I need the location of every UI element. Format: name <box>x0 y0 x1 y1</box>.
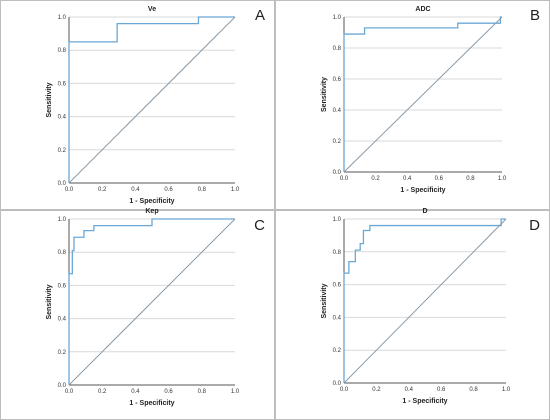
y-tick-label: 0.4 <box>333 315 342 321</box>
x-tick-label: 0.8 <box>466 176 475 182</box>
y-axis-title: Sensitivity <box>46 82 53 117</box>
x-tick-label: 1.0 <box>231 389 240 395</box>
y-tick-label: 0.8 <box>58 250 67 256</box>
y-axis-title: Sensitivity <box>46 284 53 319</box>
x-tick-label: 0.6 <box>437 387 446 393</box>
x-tick-label: 0.4 <box>405 387 414 393</box>
x-tick-label: 0.0 <box>65 187 74 193</box>
x-tick-label: 1.0 <box>498 176 507 182</box>
x-tick-label: 0.8 <box>469 387 478 393</box>
reference-diagonal-line <box>68 16 236 184</box>
chart-title: ADC <box>415 6 430 13</box>
y-tick-label: 0.2 <box>58 350 67 356</box>
x-tick-label: 1.0 <box>502 387 511 393</box>
reference-diagonal-line <box>343 218 507 384</box>
y-tick-label: 0.6 <box>58 81 67 87</box>
y-tick-label: 0.4 <box>333 108 342 114</box>
x-axis-title: 1 - Specificity <box>129 400 174 407</box>
y-tick-label: 0.0 <box>58 181 67 187</box>
y-tick-label: 1.0 <box>58 217 67 223</box>
x-tick-label: 0.0 <box>340 176 349 182</box>
y-tick-label: 1.0 <box>333 217 342 223</box>
y-tick-label: 0.0 <box>333 170 342 176</box>
y-axis-title: Sensitivity <box>321 283 328 318</box>
roc-curve-line <box>68 16 235 183</box>
y-tick-label: 0.6 <box>333 283 342 289</box>
y-axis-title: Sensitivity <box>321 77 328 112</box>
chart-title: D <box>422 208 427 215</box>
x-tick-label: 0.4 <box>131 389 140 395</box>
y-tick-label: 1.0 <box>333 15 342 21</box>
y-tick-label: 0.6 <box>333 77 342 83</box>
y-tick-label: 0.4 <box>58 115 67 121</box>
x-tick-label: 0.6 <box>164 389 173 395</box>
x-tick-label: 0.2 <box>98 187 107 193</box>
y-tick-label: 1.0 <box>58 15 67 21</box>
x-tick-label: 0.4 <box>131 187 140 193</box>
reference-diagonal-line <box>343 16 503 173</box>
y-tick-label: 0.8 <box>333 250 342 256</box>
chart-panel-a: 0.0 0.2 0.4 0.6 0.8 1.0 0.0 0.2 0.4 0.6 0.8 1.0 Ve 1 … <box>0 0 275 210</box>
panel-letter: D <box>529 217 540 234</box>
x-tick-label: 0.6 <box>164 187 173 193</box>
x-axis-title: 1 - Specificity <box>129 198 174 205</box>
chart-title: Kep <box>145 208 158 215</box>
panel-letter: B <box>530 7 540 24</box>
y-tick-label: 0.2 <box>333 348 342 354</box>
x-tick-label: 0.2 <box>98 389 107 395</box>
x-axis-title: 1 - Specificity <box>400 187 445 194</box>
roc-curve-line <box>343 218 506 383</box>
x-tick-label: 0.8 <box>198 389 207 395</box>
x-tick-label: 0.2 <box>371 176 380 182</box>
panel-letter: A <box>255 7 265 24</box>
x-tick-label: 0.6 <box>435 176 444 182</box>
y-tick-label: 0.2 <box>333 139 342 145</box>
x-tick-label: 0.0 <box>340 387 349 393</box>
y-tick-label: 0.2 <box>58 148 67 154</box>
x-tick-label: 0.0 <box>65 389 74 395</box>
chart-panel-d: 0.0 0.2 0.4 0.6 0.8 1.0 0.0 0.2 0.4 0.6 0.8 1.0 D 1 -… <box>275 208 550 420</box>
y-tick-label: 0.8 <box>333 46 342 52</box>
x-axis-title: 1 - Specificity <box>402 398 447 405</box>
x-tick-label: 1.0 <box>231 187 240 193</box>
y-tick-label: 0.8 <box>58 48 67 54</box>
reference-diagonal-line <box>68 218 236 386</box>
roc-curve-line <box>68 218 235 385</box>
x-tick-label: 0.8 <box>198 187 207 193</box>
y-tick-label: 0.4 <box>58 317 67 323</box>
y-tick-label: 0.0 <box>333 381 342 387</box>
x-tick-label: 0.4 <box>403 176 412 182</box>
chart-panel-c: 0.0 0.2 0.4 0.6 0.8 1.0 0.0 0.2 0.4 0.6 0.8 1.0 Kep 1… <box>0 208 275 420</box>
y-tick-label: 0.0 <box>58 383 67 389</box>
panel-letter: C <box>254 217 265 234</box>
x-tick-label: 0.2 <box>372 387 381 393</box>
chart-panel-b: 0.0 0.2 0.4 0.6 0.8 1.0 0.0 0.2 0.4 0.6 0.8 1.0 ADC 1… <box>275 0 550 210</box>
panel-border <box>0 0 275 210</box>
chart-title: Ve <box>148 6 156 13</box>
y-tick-label: 0.6 <box>58 283 67 289</box>
